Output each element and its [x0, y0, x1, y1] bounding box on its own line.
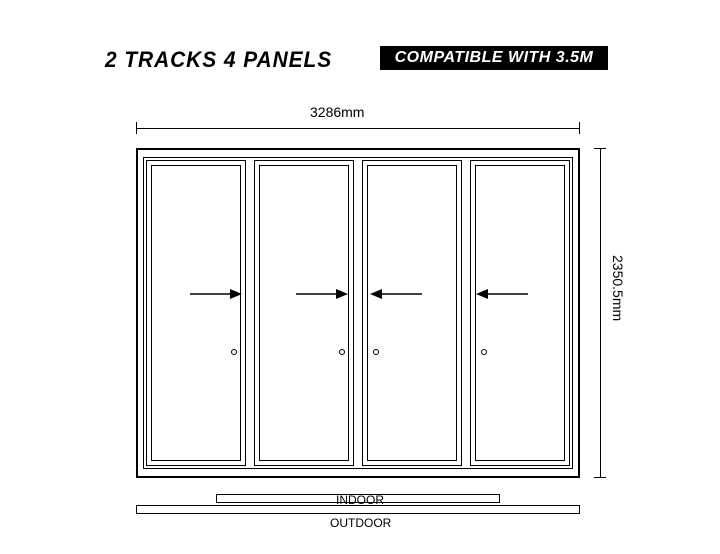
- arrow-left-icon: [476, 288, 528, 300]
- panel-glass: [367, 165, 457, 461]
- width-dimension-line: [136, 128, 580, 129]
- frame-inner-edge: [143, 468, 573, 469]
- frame-inner-edge: [143, 157, 144, 469]
- handle-icon: [481, 349, 487, 355]
- door-panel-2: [254, 160, 354, 466]
- handle-icon: [231, 349, 237, 355]
- dim-tick: [594, 477, 606, 478]
- panel-glass: [259, 165, 349, 461]
- width-dimension-label: 3286mm: [310, 104, 364, 120]
- handle-icon: [339, 349, 345, 355]
- compatibility-badge: COMPATIBLE WITH 3.5M: [380, 46, 608, 70]
- diagram-canvas: 2 TRACKS 4 PANELS COMPATIBLE WITH 3.5M 3…: [0, 0, 720, 554]
- arrow-right-icon: [190, 288, 242, 300]
- dim-tick: [579, 122, 580, 134]
- arrow-right-icon: [296, 288, 348, 300]
- door-panel-1: [146, 160, 246, 466]
- outdoor-label: OUTDOOR: [330, 516, 391, 530]
- page-title: 2 TRACKS 4 PANELS: [105, 47, 332, 73]
- frame-edge: [578, 148, 580, 478]
- door-frame: [136, 148, 580, 478]
- arrow-left-icon: [370, 288, 422, 300]
- panel-glass: [151, 165, 241, 461]
- indoor-label: INDOOR: [336, 493, 384, 507]
- door-panel-3: [362, 160, 462, 466]
- handle-icon: [373, 349, 379, 355]
- door-panel-4: [470, 160, 570, 466]
- panel-glass: [475, 165, 565, 461]
- height-dimension-label: 2350.5mm: [610, 255, 626, 321]
- height-dimension-line: [600, 148, 601, 478]
- frame-edge: [136, 148, 580, 150]
- frame-inner-edge: [572, 157, 573, 469]
- dim-tick: [136, 122, 137, 134]
- frame-inner-edge: [143, 157, 573, 158]
- frame-edge: [136, 476, 580, 478]
- dim-tick: [594, 148, 606, 149]
- frame-edge: [136, 148, 138, 478]
